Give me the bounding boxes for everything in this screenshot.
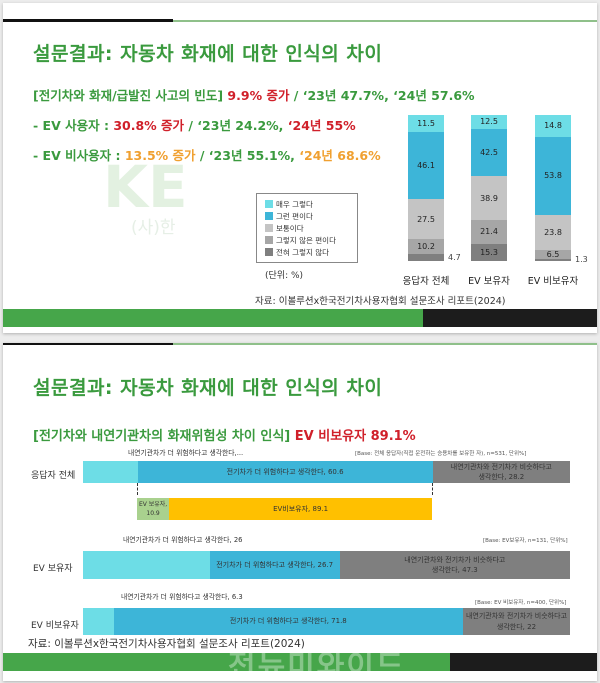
footer-bar (3, 309, 597, 327)
summary-line-ev-nonuser: - EV 비사용자 : 13.5% 증가 / ‘23년 55.1%, ‘24년 … (33, 148, 381, 163)
split-guide (137, 483, 138, 495)
watermark-logo: KE (103, 153, 188, 221)
small-value-label: 4.7 (448, 253, 461, 262)
x-label: EV 보유자 (468, 276, 510, 287)
hbar-all-respondents: 전기차가 더 위험하다고 생각한다, 60.6 내연기관차와 전기차가 비슷하다… (83, 461, 570, 483)
top-accent-line (3, 19, 597, 22)
callout-label: 내연기관차가 더 위험하다고 생각한다, 26 (123, 536, 243, 544)
base-note: [Base: EV 비보유자, n=400, 단위%] (475, 600, 567, 606)
legend-item: 그렇지 않은 편이다 (265, 234, 357, 246)
row-label: EV 비보유자 (31, 621, 79, 631)
watermark-text: 전뉴미와이드 (228, 649, 406, 681)
bar-all-respondents: 11.5 46.1 27.5 10.2 (408, 115, 444, 262)
base-note: [Base: EV보유자, n=131, 단위%] (483, 538, 568, 544)
bar-ev-nonowners: 14.8 53.8 23.8 6.5 (535, 115, 571, 261)
unit-label: (단위: %) (265, 271, 304, 281)
chart-legend: 매우 그렇다 그런 편이다 보통이다 그렇지 않은 편이다 전혀 그렇지 않다 (256, 193, 358, 263)
legend-item: 보통이다 (265, 222, 357, 234)
x-label: EV 비보유자 (527, 276, 579, 287)
summary-line-total: [전기차와 화재/급발진 사고의 빈도] 9.9% 증가 / ‘23년 47.7… (33, 88, 475, 103)
watermark-text: (사)한 (131, 218, 176, 238)
x-label: 응답자 전체 (402, 276, 450, 287)
bar-ev-owners: 12.5 42.5 38.9 21.4 15.3 (471, 115, 507, 261)
row-label: 응답자 전체 (31, 471, 76, 481)
slide-1: 설문결과: 자동차 화재에 대한 인식의 차이 KE (사)한 [전기차와 화재… (3, 3, 597, 333)
source-note: 자료: 이볼루션x한국전기차사용자협회 설문조사 리포트(2024) (28, 638, 305, 650)
slide-title: 설문결과: 자동차 화재에 대한 인식의 차이 (33, 43, 383, 65)
hbar-ev-nonowners: 전기차가 더 위험하다고 생각한다, 71.8 내연기관차와 전기차가 비슷하다… (83, 608, 570, 635)
callout-label: 내연기관차가 더 위험하다고 생각한다, 6.3 (121, 593, 243, 601)
callout-label: 내연기관차가 더 위험하다고 생각한다,... (128, 449, 244, 457)
small-value-label: 1.3 (575, 255, 588, 264)
row-label: EV 보유자 (33, 564, 73, 574)
summary-line-ev-user: - EV 사용자 : 30.8% 증가 / ‘23년 24.2%, ‘24년 5… (33, 118, 356, 133)
top-accent-line (3, 343, 597, 345)
legend-item: 그런 편이다 (265, 210, 357, 222)
hbar-ev-risk-split: EV 보유자, 10.9 EV비보유자, 89.1 (137, 498, 432, 520)
legend-item: 전혀 그렇지 않다 (265, 246, 357, 258)
slide-title: 설문결과: 자동차 화재에 대한 인식의 차이 (33, 377, 383, 399)
source-note: 자료: 이볼루션x한국전기차사용자협회 설문조사 리포트(2024) (255, 296, 506, 307)
base-note: [Base: 전체 응답자(직접 운전하는 승용차를 보유한 자), n=531… (355, 451, 527, 457)
slide-2: 설문결과: 자동차 화재에 대한 인식의 차이 [전기차와 내연기관차의 화재위… (3, 343, 597, 681)
hbar-ev-owners: 전기차가 더 위험하다고 생각한다, 26.7 내연기관차와 전기차가 비슷하다… (83, 551, 570, 579)
legend-item: 매우 그렇다 (265, 198, 357, 210)
footer-bar (3, 653, 597, 671)
split-guide (432, 483, 433, 495)
slide-subtitle: [전기차와 내연기관차의 화재위험성 차이 인식] EV 비보유자 89.1% (33, 429, 416, 444)
